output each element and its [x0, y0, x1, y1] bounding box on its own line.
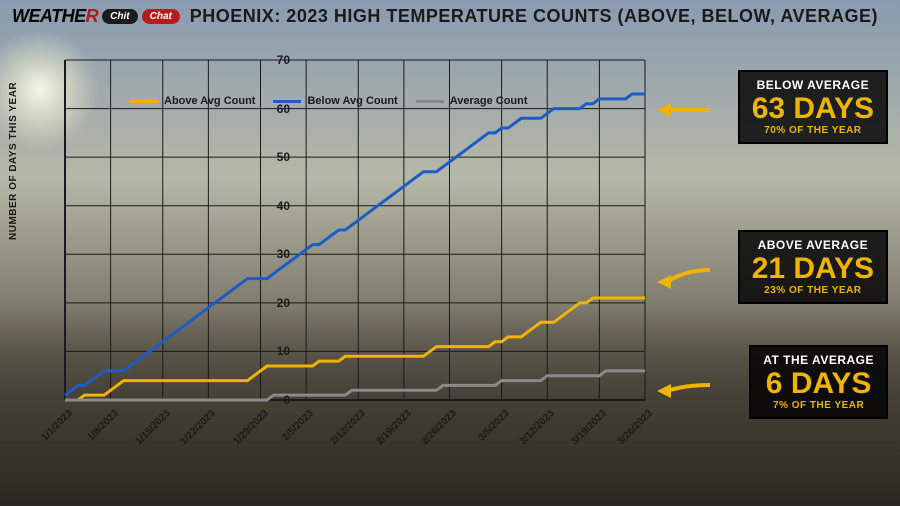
summary-pct: 7% OF THE YEAR [763, 400, 874, 411]
summary-pct: 23% OF THE YEAR [752, 285, 874, 296]
summary-box-above: ABOVE AVERAGE21 DAYS23% OF THE YEAR [738, 230, 888, 304]
y-tick-label: 30 [277, 247, 290, 261]
summary-box-average: AT THE AVERAGE6 DAYS7% OF THE YEAR [749, 345, 888, 419]
chart-svg [55, 50, 655, 430]
arrow-average [655, 365, 715, 405]
legend: Above Avg Count Below Avg Count Average Co… [130, 95, 528, 107]
chart [55, 50, 655, 430]
legend-swatch [416, 100, 444, 103]
y-tick-label: 10 [277, 344, 290, 358]
series-line-average [65, 371, 645, 400]
series-line-below [65, 94, 645, 395]
arrow-below [655, 90, 715, 130]
summary-value: 21 DAYS [752, 252, 874, 285]
summary-label: ABOVE AVERAGE [752, 238, 874, 252]
y-tick-label: 40 [277, 199, 290, 213]
legend-item: Average Count [416, 95, 528, 107]
summary-value: 63 DAYS [752, 92, 874, 125]
y-tick-label: 0 [283, 393, 290, 407]
logo-bubble-chit: Chit [102, 9, 137, 24]
logo: WEATHER Chit Chat [12, 6, 180, 27]
legend-swatch [130, 100, 158, 103]
legend-item: Above Avg Count [130, 95, 255, 107]
header: WEATHER Chit Chat PHOENIX: 2023 HIGH TEM… [0, 0, 900, 33]
legend-item: Below Avg Count [273, 95, 397, 107]
legend-label: Below Avg Count [307, 95, 397, 107]
legend-swatch [273, 100, 301, 103]
arrow-above [655, 250, 715, 290]
legend-label: Above Avg Count [164, 95, 255, 107]
y-tick-label: 20 [277, 296, 290, 310]
logo-bubble-chat: Chat [142, 9, 180, 24]
y-axis-label: NUMBER OF DAYS THIS YEAR [8, 82, 19, 240]
summary-value: 6 DAYS [763, 367, 874, 400]
summary-label: AT THE AVERAGE [763, 353, 874, 367]
summary-pct: 70% OF THE YEAR [752, 125, 874, 136]
legend-label: Average Count [450, 95, 528, 107]
y-tick-label: 50 [277, 150, 290, 164]
logo-weather: WEATHE [12, 6, 86, 26]
page-title: PHOENIX: 2023 HIGH TEMPERATURE COUNTS (A… [180, 6, 888, 27]
y-tick-label: 70 [277, 53, 290, 67]
summary-label: BELOW AVERAGE [752, 78, 874, 92]
logo-r: R [86, 6, 99, 26]
summary-box-below: BELOW AVERAGE63 DAYS70% OF THE YEAR [738, 70, 888, 144]
